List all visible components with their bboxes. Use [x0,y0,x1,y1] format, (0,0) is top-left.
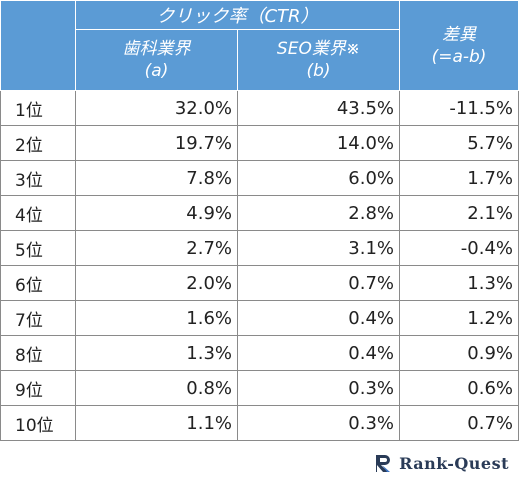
seo-ctr-cell: 14.0% [236,125,401,161]
diff-header-label: 差異 [442,24,477,45]
table-row: 4位 4.9% 2.8% 2.1% [0,195,519,231]
seo-ctr-cell: 0.4% [236,300,401,336]
dental-ctr-cell: 32.0% [75,90,238,126]
seo-ctr-cell: 0.3% [236,405,401,441]
diff-cell: 1.3% [399,265,519,301]
dental-ctr-cell: 1.1% [75,405,238,441]
seo-ctr-cell: 43.5% [236,90,401,126]
seo-ctr-cell: 2.8% [236,195,401,231]
ctr-table-body: 1位 32.0% 43.5% -11.5% 2位 19.7% 14.0% 5.7… [0,90,519,441]
table-row: 8位 1.3% 0.4% 0.9% [0,335,519,371]
rank-cell: 10位 [0,405,76,441]
diff-cell: 1.7% [399,160,519,196]
brand-watermark: Rank-Quest [373,452,509,474]
seo-ctr-cell: 0.4% [236,335,401,371]
dental-ctr-cell: 2.7% [75,230,238,266]
table-row: 2位 19.7% 14.0% 5.7% [0,125,519,161]
seo-ctr-cell: 0.3% [236,370,401,406]
dental-ctr-cell: 2.0% [75,265,238,301]
diff-cell: -11.5% [399,90,519,126]
dental-ctr-cell: 1.3% [75,335,238,371]
table-row: 6位 2.0% 0.7% 1.3% [0,265,519,301]
rank-cell: 9位 [0,370,76,406]
header-corner-cell [0,0,76,91]
rank-cell: 2位 [0,125,76,161]
rank-cell: 1位 [0,90,76,126]
dental-ctr-cell: 19.7% [75,125,238,161]
table-row: 7位 1.6% 0.4% 1.2% [0,300,519,336]
seo-ctr-cell: 6.0% [236,160,401,196]
header-row-sub: 歯科業界 (a) SEO業界※ (b) [1,29,519,91]
diff-cell: 2.1% [399,195,519,231]
table-row: 9位 0.8% 0.3% 0.6% [0,370,519,406]
table-row: 5位 2.7% 3.1% -0.4% [0,230,519,266]
rank-cell: 6位 [0,265,76,301]
seo-column-header: SEO業界※ (b) [236,29,401,91]
rank-cell: 5位 [0,230,76,266]
rank-cell: 8位 [0,335,76,371]
dental-column-header: 歯科業界 (a) [75,29,238,91]
rank-cell: 4位 [0,195,76,231]
dental-ctr-cell: 0.8% [75,370,238,406]
dental-ctr-cell: 4.9% [75,195,238,231]
diff-cell: 0.9% [399,335,519,371]
diff-cell: 0.7% [399,405,519,441]
dental-header-label: 歯科業界 [122,39,191,59]
diff-cell: 0.6% [399,370,519,406]
rank-quest-logo-icon [376,455,391,472]
seo-ctr-cell: 3.1% [236,230,401,266]
seo-header-key: (b) [306,61,331,81]
table-row: 1位 32.0% 43.5% -11.5% [0,90,519,126]
brand-name: Rank-Quest [399,453,509,473]
dental-ctr-cell: 7.8% [75,160,238,196]
dental-header-key: (a) [144,61,169,81]
diff-column-header: 差異 (=a-b) [399,0,519,91]
table-row: 10位 1.1% 0.3% 0.7% [0,405,519,441]
dental-ctr-cell: 1.6% [75,300,238,336]
ctr-comparison-table: クリック率（CTR） 差異 (=a-b) 歯科業界 (a) SEO業界※ (b)… [0,0,519,441]
diff-cell: 1.2% [399,300,519,336]
seo-header-label: SEO業界※ [276,39,361,59]
table-row: 3位 7.8% 6.0% 1.7% [0,160,519,196]
header-row-top: クリック率（CTR） 差異 (=a-b) [0,0,519,91]
ctr-group-header: クリック率（CTR） [74,0,401,30]
diff-cell: -0.4% [399,230,519,266]
rank-cell: 7位 [0,300,76,336]
seo-ctr-cell: 0.7% [236,265,401,301]
rank-cell: 3位 [0,160,76,196]
diff-cell: 5.7% [399,125,519,161]
diff-header-formula: (=a-b) [431,46,487,67]
